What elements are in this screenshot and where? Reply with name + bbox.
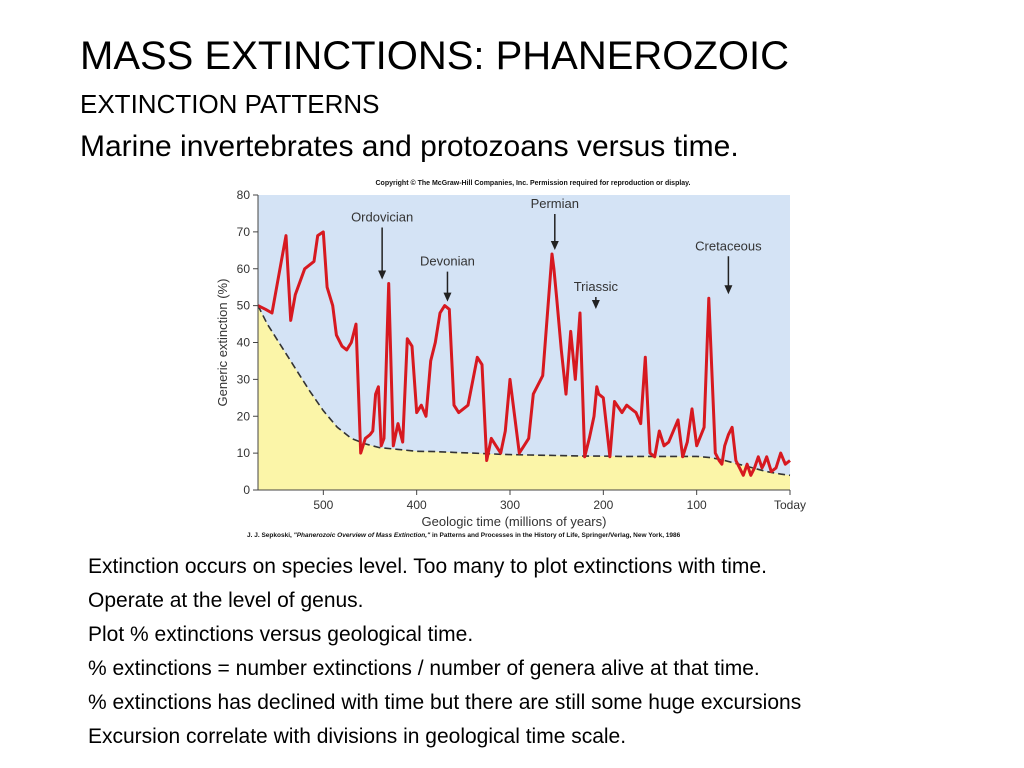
slide-title: MASS EXTINCTIONS: PHANEROZOIC <box>80 34 789 78</box>
citation-source: in Patterns and Processes in the History… <box>430 532 680 539</box>
x-tick-label: 200 <box>593 498 613 512</box>
note-item: Extinction occurs on species level. Too … <box>88 555 767 578</box>
y-tick-label: 20 <box>237 409 251 423</box>
annotation-arrow-head <box>378 270 387 280</box>
extinction-figure: Copyright © The McGraw-Hill Companies, I… <box>205 170 825 548</box>
citation-author: J. J. Sepkoski, <box>247 532 294 539</box>
background-extinction-area <box>258 305 790 490</box>
x-tick-label: 300 <box>500 498 520 512</box>
slide-caption: Marine invertebrates and protozoans vers… <box>80 130 739 163</box>
y-tick-label: 60 <box>237 262 251 276</box>
annotation-arrow-head <box>591 300 600 309</box>
extinction-chart: Copyright © The McGraw-Hill Companies, I… <box>215 179 806 539</box>
y-tick-label: 50 <box>237 299 251 313</box>
note-item: Operate at the level of genus. <box>88 589 364 612</box>
chart-body: 0 10 20 30 40 50 60 70 80 500 400 300 200 100 Today Geo… <box>215 188 806 529</box>
x-tick-label: 400 <box>407 498 427 512</box>
notes-list: Extinction occurs on species level. Too … <box>88 550 801 754</box>
figure-citation: J. J. Sepkoski, "Phanerozoic Overview of… <box>247 532 681 539</box>
x-axis-label: Geologic time (millions of years) <box>422 514 607 529</box>
annotation-label: Triassic <box>574 279 619 294</box>
annotation-label: Cretaceous <box>695 238 762 253</box>
y-axis-label: Generic extinction (%) <box>215 279 230 407</box>
note-item: Excursion correlate with divisions in ge… <box>88 725 627 748</box>
x-tick-label: 100 <box>687 498 707 512</box>
annotation-arrow-head <box>550 241 559 250</box>
note-item: Plot % extinctions versus geological tim… <box>88 623 474 646</box>
annotation-arrow-head <box>443 292 452 302</box>
x-tick-label: Today <box>774 498 806 512</box>
annotation-label: Ordovician <box>351 210 413 225</box>
y-tick-label: 0 <box>243 483 250 497</box>
extinction-series-line <box>257 230 791 477</box>
copyright-notice: Copyright © The McGraw-Hill Companies, I… <box>375 179 690 187</box>
annotation-arrow-head <box>724 285 733 295</box>
note-item: % extinctions = number extinctions / num… <box>88 657 760 680</box>
y-tick-label: 70 <box>237 225 251 239</box>
slide-subtitle: EXTINCTION PATTERNS <box>80 89 380 119</box>
y-tick-label: 30 <box>237 372 251 386</box>
y-tick-label: 10 <box>237 446 251 460</box>
x-tick-label: 500 <box>313 498 333 512</box>
citation-work: "Phanerozoic Overview of Mass Extinction… <box>294 532 431 539</box>
annotation-label: Devonian <box>420 254 475 269</box>
annotation-label: Permian <box>531 196 579 211</box>
y-tick-label: 40 <box>237 336 251 350</box>
y-tick-label: 80 <box>237 188 251 202</box>
note-item: % extinctions has declined with time but… <box>88 691 802 714</box>
